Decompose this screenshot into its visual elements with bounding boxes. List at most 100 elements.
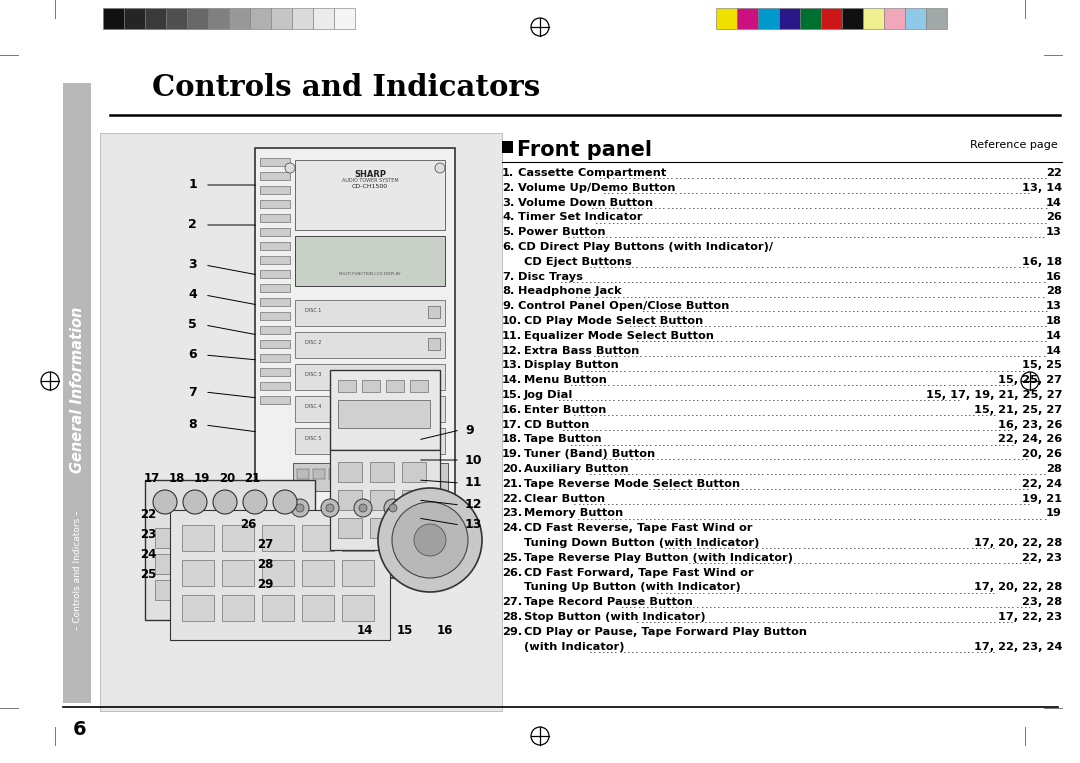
Text: .: . <box>666 215 670 226</box>
Text: .: . <box>751 423 754 433</box>
Text: .: . <box>645 511 648 521</box>
Text: .: . <box>716 171 720 181</box>
Text: .: . <box>700 319 703 329</box>
Text: .: . <box>607 186 610 196</box>
Text: .: . <box>658 497 661 507</box>
Text: .: . <box>792 497 795 507</box>
Text: .: . <box>684 423 687 433</box>
Text: .: . <box>797 393 800 403</box>
Text: .: . <box>734 393 738 403</box>
Bar <box>338 462 362 482</box>
Text: .: . <box>971 452 974 462</box>
Bar <box>863 8 885 29</box>
Text: 14: 14 <box>1047 331 1062 341</box>
Text: .: . <box>579 393 582 403</box>
Text: .: . <box>657 363 660 374</box>
Text: .: . <box>993 363 997 374</box>
Text: .: . <box>617 393 620 403</box>
Text: .: . <box>712 171 716 181</box>
Text: .: . <box>800 215 805 226</box>
Text: .: . <box>824 467 827 477</box>
Text: .: . <box>1018 186 1022 196</box>
Text: .: . <box>997 482 1000 492</box>
Text: .: . <box>905 497 908 507</box>
Text: .: . <box>712 334 715 344</box>
Text: .: . <box>643 289 646 300</box>
Text: .: . <box>696 186 699 196</box>
Text: .: . <box>981 378 985 388</box>
Text: .: . <box>931 201 934 211</box>
Text: .: . <box>947 408 950 418</box>
Text: .: . <box>783 437 787 448</box>
Text: .: . <box>859 363 862 374</box>
Text: .: . <box>1014 186 1017 196</box>
Text: .: . <box>924 349 929 359</box>
Text: .: . <box>591 437 594 448</box>
Text: .: . <box>975 467 978 477</box>
Text: .: . <box>651 452 654 462</box>
Text: .: . <box>978 230 983 240</box>
Text: .: . <box>666 600 671 610</box>
Text: .: . <box>918 215 922 226</box>
Text: .: . <box>841 645 845 655</box>
Text: .: . <box>847 378 850 388</box>
Text: .: . <box>653 201 658 211</box>
Text: .: . <box>758 511 761 521</box>
Text: .: . <box>658 201 662 211</box>
Text: .: . <box>836 230 839 240</box>
Text: .: . <box>785 289 788 300</box>
Text: .: . <box>754 437 758 448</box>
Text: .: . <box>640 171 645 181</box>
Text: .: . <box>689 349 693 359</box>
Text: .: . <box>1002 600 1007 610</box>
Text: .: . <box>691 437 694 448</box>
Text: .: . <box>822 215 825 226</box>
Text: .: . <box>1004 452 1008 462</box>
Text: .: . <box>775 215 779 226</box>
Text: .: . <box>602 467 605 477</box>
Text: .: . <box>926 615 930 625</box>
Text: .: . <box>796 511 799 521</box>
Text: .: . <box>597 349 600 359</box>
Text: .: . <box>934 615 939 625</box>
Text: .: . <box>1017 482 1022 492</box>
Text: .: . <box>1011 600 1015 610</box>
Text: .: . <box>1010 186 1014 196</box>
Text: .: . <box>773 260 778 270</box>
Text: .: . <box>750 171 754 181</box>
Text: .: . <box>767 497 770 507</box>
Text: .: . <box>691 615 694 625</box>
Text: .: . <box>1004 467 1009 477</box>
Text: .: . <box>707 186 712 196</box>
Text: .: . <box>1002 201 1007 211</box>
Text: .: . <box>1002 378 1005 388</box>
Text: .: . <box>796 186 799 196</box>
Text: .: . <box>669 585 672 595</box>
Text: .: . <box>841 260 845 270</box>
Text: .: . <box>820 482 824 492</box>
Text: .: . <box>612 393 616 403</box>
Text: .: . <box>725 334 728 344</box>
Text: Tuning Down Button (with Indicator): Tuning Down Button (with Indicator) <box>524 538 759 548</box>
Text: .: . <box>648 645 651 655</box>
Text: .: . <box>626 230 630 240</box>
Text: .: . <box>744 275 747 285</box>
Text: .: . <box>662 319 665 329</box>
Text: .: . <box>878 275 882 285</box>
Text: .: . <box>918 437 921 448</box>
Text: .: . <box>755 600 758 610</box>
Text: .: . <box>858 645 862 655</box>
Text: .: . <box>1010 497 1014 507</box>
Circle shape <box>414 524 446 556</box>
Text: 10.: 10. <box>502 316 522 326</box>
Text: .: . <box>1010 171 1014 181</box>
Text: .: . <box>918 423 922 433</box>
Text: .: . <box>922 186 926 196</box>
Text: .: . <box>985 186 988 196</box>
Text: .: . <box>888 511 892 521</box>
Text: .: . <box>923 393 927 403</box>
Text: .: . <box>706 452 710 462</box>
Text: .: . <box>731 541 734 551</box>
Text: .: . <box>664 645 669 655</box>
Circle shape <box>291 499 309 517</box>
